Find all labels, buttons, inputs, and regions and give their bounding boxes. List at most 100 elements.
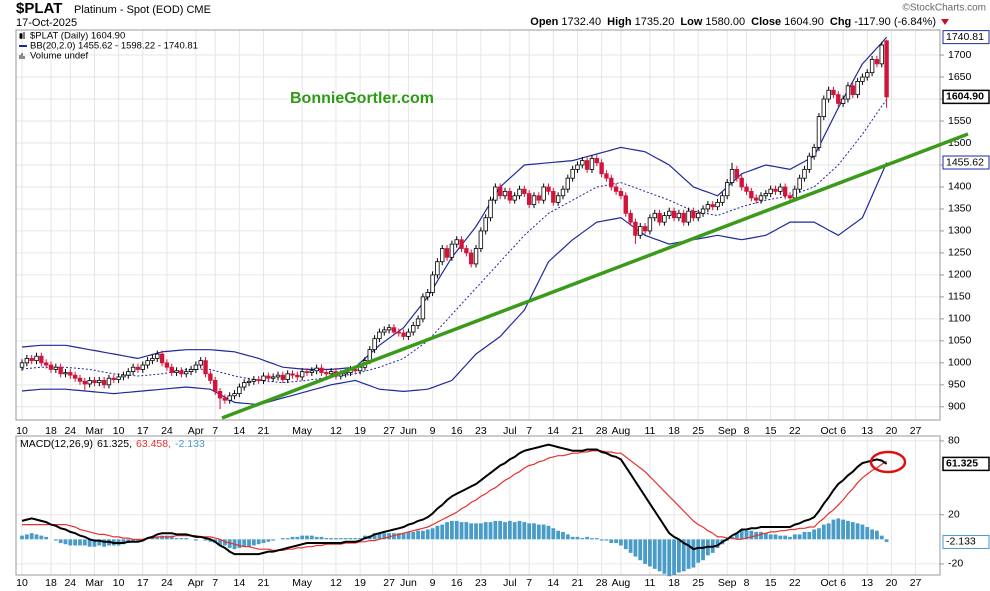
candle-body: [845, 85, 851, 100]
histogram-bar: [63, 539, 68, 545]
candle-body: [497, 186, 503, 197]
candle-body: [700, 208, 706, 214]
price-panel: [15, 29, 941, 421]
candle-body: [24, 358, 30, 364]
candle-body: [324, 372, 329, 375]
x-tick-label: 6: [840, 425, 846, 437]
candle-body: [309, 370, 315, 373]
histogram-bar: [749, 530, 754, 540]
candle-body: [29, 358, 34, 362]
candle-body: [768, 188, 773, 194]
x-tick-label: 24: [64, 425, 76, 437]
candle-body: [58, 366, 63, 375]
histogram-bar: [44, 536, 49, 540]
legend: $PLAT (Daily) 1604.90 BB(20,2.0) 1455.62…: [19, 31, 198, 62]
candle-body: [667, 210, 672, 216]
histogram-bar: [855, 523, 860, 540]
candle-body: [169, 366, 174, 373]
bb-lower: [21, 162, 888, 406]
candle-body: [884, 40, 889, 98]
histogram-bar: [416, 530, 420, 540]
x-tick-label: 9: [430, 425, 436, 437]
histogram-bar: [358, 538, 363, 540]
candle-body: [232, 393, 237, 397]
candle-body: [662, 215, 667, 223]
candle-body: [536, 195, 542, 201]
end-labels: 1740.81 1604.90 1455.62 61.325 -2.133: [942, 30, 990, 549]
histogram-bar: [676, 539, 681, 573]
histogram-bar: [174, 538, 179, 540]
candle-body: [604, 173, 609, 179]
candle-body: [213, 380, 218, 392]
histogram-bar: [53, 539, 58, 541]
histogram-bar: [715, 539, 720, 548]
y-tick-label: 20: [948, 509, 960, 521]
histogram-bar: [478, 523, 483, 540]
candle-body: [440, 248, 445, 263]
histogram-bar: [773, 534, 778, 540]
x-tick-label: 19: [354, 577, 366, 589]
histogram-bar: [879, 535, 884, 540]
candle-body: [580, 160, 585, 166]
x-tick-label: 25: [692, 425, 704, 437]
quote: Open 1732.40 High 1735.20 Low 1580.00 Close 160…: [530, 16, 936, 28]
candle-body: [82, 380, 88, 385]
candle-body: [241, 382, 247, 388]
histogram-bar: [512, 522, 517, 540]
candle-body: [705, 204, 711, 210]
x-tick-label: Aug: [612, 577, 631, 589]
candle-body: [575, 164, 580, 170]
candle-body: [401, 332, 406, 337]
candle-body: [850, 85, 855, 96]
histogram-bar: [459, 522, 464, 540]
histogram-bar: [454, 520, 459, 540]
histogram-bar: [421, 530, 425, 540]
candle-body: [541, 186, 546, 201]
x-tick-label: Mar: [85, 425, 104, 437]
candle-body: [261, 375, 266, 381]
candle-body: [792, 188, 798, 199]
histogram-bar: [73, 539, 78, 546]
candle-body: [19, 362, 25, 368]
histogram-bar: [155, 536, 160, 540]
candle-body: [787, 195, 793, 199]
candle-body: [671, 210, 677, 219]
histogram-bar: [469, 523, 474, 540]
histogram-bar: [807, 531, 812, 540]
x-tick-label: 12: [330, 425, 342, 437]
x-tick-label: 24: [64, 577, 76, 589]
candle-body: [522, 188, 527, 194]
candle-body: [140, 364, 145, 370]
quote-label: Chg: [830, 16, 851, 28]
candle-body: [266, 375, 271, 379]
histogram-bar: [570, 536, 575, 540]
histogram-bar: [846, 520, 850, 540]
histogram-bar: [392, 533, 396, 540]
x-tick-label: 7: [212, 577, 218, 589]
histogram-bar: [68, 539, 73, 546]
histogram-bar: [334, 538, 338, 540]
candle-body: [473, 248, 479, 265]
candle-body: [159, 353, 165, 364]
trendline: [221, 132, 969, 420]
candle-body: [295, 374, 300, 378]
candle-body: [87, 380, 92, 385]
histogram-bar: [619, 539, 623, 546]
quote-label: Close: [751, 16, 781, 28]
candle-body: [106, 377, 112, 386]
candle-body: [551, 190, 556, 203]
y-tick-label: 1300: [948, 225, 972, 237]
candle-body: [299, 371, 305, 378]
macd-line: [22, 450, 887, 551]
histogram-bar: [532, 523, 536, 540]
histogram-bar: [783, 535, 788, 540]
histogram-bar: [387, 533, 391, 540]
candle-body: [411, 325, 416, 333]
histogram-bar: [131, 539, 136, 542]
candle-body: [382, 329, 387, 333]
x-tick-label: 11: [644, 577, 655, 589]
candle-body: [227, 395, 232, 401]
quote-value: 1735.20: [635, 16, 675, 28]
histogram-bar: [329, 538, 334, 540]
